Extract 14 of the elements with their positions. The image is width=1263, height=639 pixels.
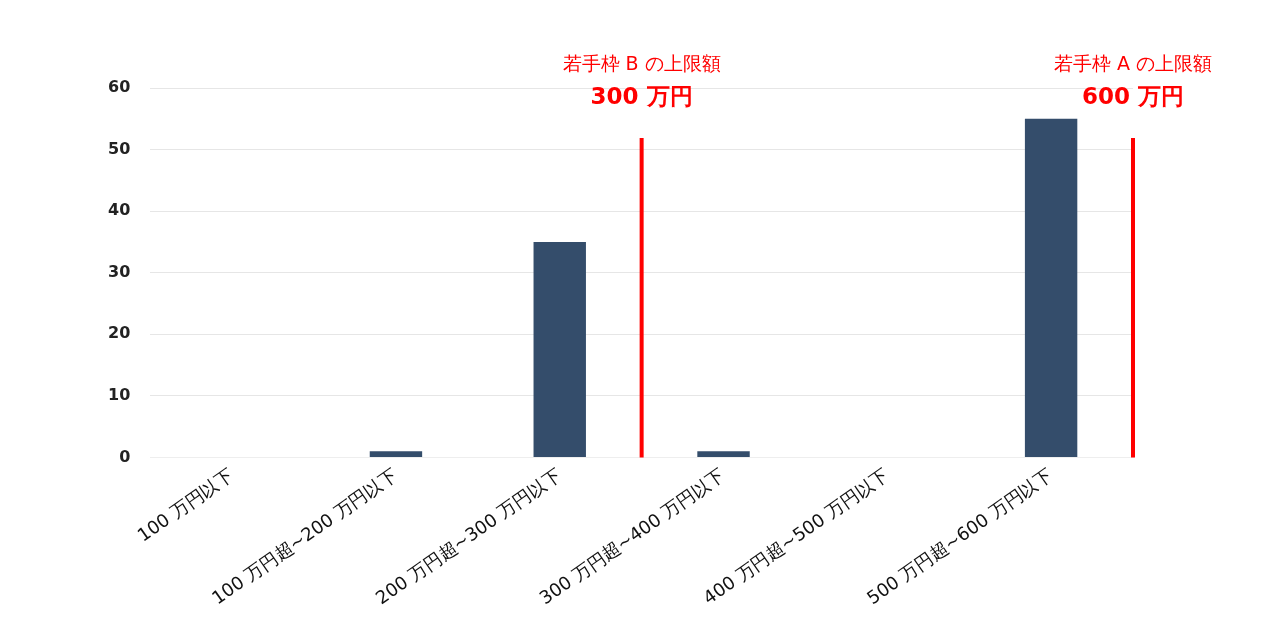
ref-line-label: 若手枠 B の上限額 300 万円 xyxy=(562,52,721,109)
y-tick-label: 0 xyxy=(119,446,131,466)
y-tick-label: 40 xyxy=(108,200,131,220)
y-tick-label: 50 xyxy=(108,138,131,158)
bar xyxy=(369,451,423,457)
x-tick-label: 100 万円以下 xyxy=(133,464,238,546)
ref-line-label: 若手枠 A の上限額 600 万円 xyxy=(1053,52,1213,109)
bar xyxy=(697,451,750,457)
y-tick-label: 20 xyxy=(108,323,131,343)
bar xyxy=(1024,118,1078,457)
y-tick-label: 30 xyxy=(108,261,131,281)
y-tick-label: 10 xyxy=(108,385,131,404)
bar xyxy=(533,241,586,457)
y-tick-label: 60 xyxy=(108,77,131,97)
